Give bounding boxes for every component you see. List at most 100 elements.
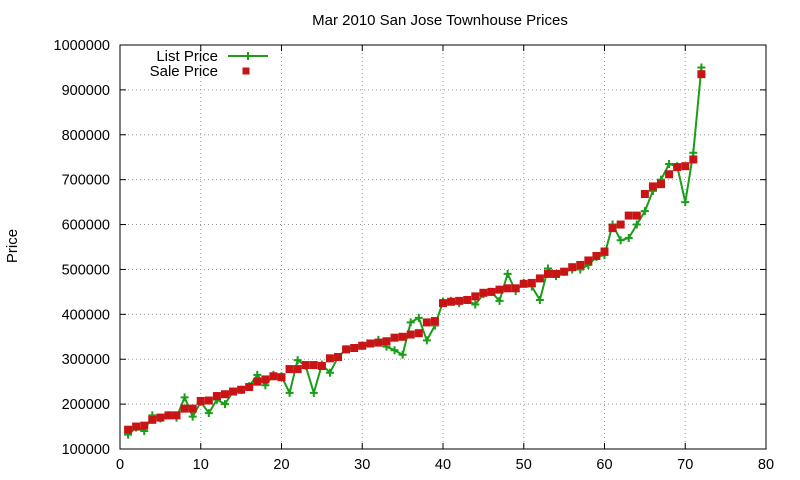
sale-price-point — [543, 269, 552, 278]
sale-price-point — [229, 387, 238, 396]
list-price-point — [535, 295, 544, 304]
sale-price-point — [640, 190, 649, 199]
sale-price-point — [220, 390, 229, 399]
sale-price-point — [358, 341, 367, 350]
y-tick-label: 300000 — [62, 352, 110, 368]
chart-title: Mar 2010 San Jose Townhouse Prices — [312, 12, 568, 29]
sale-price-point — [414, 329, 423, 338]
sale-price-point — [608, 224, 617, 233]
sale-price-point — [600, 247, 609, 256]
sale-price-point — [487, 287, 496, 296]
y-tick-label: 700000 — [62, 173, 110, 189]
sale-price-point — [632, 211, 641, 220]
sale-price-point — [560, 267, 569, 276]
list-price-point — [616, 236, 625, 245]
sale-price-point — [681, 162, 690, 171]
list-price-point — [180, 393, 189, 402]
sale-price-point — [657, 180, 666, 189]
y-tick-label: 100000 — [62, 442, 110, 458]
list-price-point — [253, 370, 262, 379]
list-price-point — [422, 336, 431, 345]
y-tick-label: 400000 — [62, 307, 110, 323]
list-price-point — [632, 220, 641, 229]
legend-marker-list-price — [244, 52, 252, 60]
list-price-point — [503, 269, 512, 278]
sale-price-point — [503, 284, 512, 293]
y-axis-label: Price — [4, 229, 21, 263]
sale-price-point — [164, 411, 173, 420]
sale-price-point — [576, 260, 585, 269]
x-tick-label: 60 — [596, 457, 612, 473]
sale-price-point — [535, 274, 544, 283]
sale-price-point — [342, 345, 351, 354]
sale-price-point — [309, 361, 318, 370]
sale-price-point — [374, 338, 383, 347]
sale-price-point — [253, 377, 262, 386]
list-price-point — [624, 234, 633, 243]
sale-price-point — [132, 422, 141, 431]
list-price-point — [697, 63, 706, 72]
sale-price-point — [552, 269, 561, 278]
sale-price-point — [447, 297, 456, 306]
sale-price-point — [390, 333, 399, 342]
sale-price-point — [527, 278, 536, 287]
sale-price-point — [624, 211, 633, 220]
y-tick-label: 600000 — [62, 218, 110, 234]
sale-price-point — [616, 220, 625, 229]
list-price-line — [127, 67, 703, 436]
legend-label-list-price: List Price — [156, 48, 218, 65]
list-price-point — [471, 300, 480, 309]
list-price-point — [285, 388, 294, 397]
sale-price-point — [156, 413, 165, 422]
list-price-point — [204, 409, 213, 418]
y-tick-label: 900000 — [62, 83, 110, 99]
sale-price-point — [237, 385, 246, 394]
sale-price-point — [430, 317, 439, 326]
sale-price-point — [301, 361, 310, 370]
legend-marker-sale-price — [242, 67, 250, 75]
sale-price-point — [350, 344, 359, 352]
sale-price-point — [124, 425, 133, 434]
sale-price-point — [422, 318, 431, 327]
grid-lines — [120, 45, 766, 449]
sale-price-point — [398, 332, 407, 341]
sale-price-point — [439, 299, 447, 308]
list-price-point — [640, 207, 649, 216]
sale-price-point — [269, 372, 278, 381]
x-tick-labels: 0 10 20 30 40 50 60 70 80 — [116, 457, 774, 473]
plot-frame — [119, 44, 767, 450]
sale-price-point — [325, 354, 334, 363]
sale-price-point — [148, 415, 157, 424]
x-tick-label: 0 — [116, 457, 124, 473]
sale-price-point — [471, 292, 480, 301]
list-price-point — [495, 296, 504, 305]
x-tick-label: 20 — [273, 457, 289, 473]
sale-price-point — [519, 279, 528, 288]
list-price-point — [689, 148, 698, 157]
sale-price-point — [673, 163, 682, 172]
sale-price-point — [285, 365, 294, 374]
list-price-point — [406, 318, 415, 327]
sale-price-point — [697, 70, 706, 79]
sale-price-point — [495, 285, 504, 294]
y-tick-label: 1000000 — [54, 38, 110, 54]
sale-price-point — [511, 284, 520, 293]
y-tick-label: 200000 — [62, 397, 110, 413]
legend: List Price Sale Price — [150, 48, 268, 80]
sale-price-point — [317, 361, 326, 370]
sale-price-point — [406, 330, 415, 339]
sale-price-point — [366, 339, 375, 348]
sale-price-point — [188, 404, 197, 413]
sale-price-point — [568, 263, 577, 272]
sale-price-point — [665, 170, 674, 179]
x-tick-label: 50 — [516, 457, 532, 473]
sale-price-point — [277, 373, 286, 382]
list-price-point — [188, 412, 197, 421]
sale-price-point — [584, 256, 593, 265]
sale-price-point — [140, 421, 149, 430]
y-tick-labels: 100000 200000 300000 400000 500000 600000 7000… — [54, 38, 110, 458]
list-price-point — [220, 400, 229, 409]
sale-price-point — [592, 251, 601, 260]
x-tick-label: 40 — [435, 457, 451, 473]
